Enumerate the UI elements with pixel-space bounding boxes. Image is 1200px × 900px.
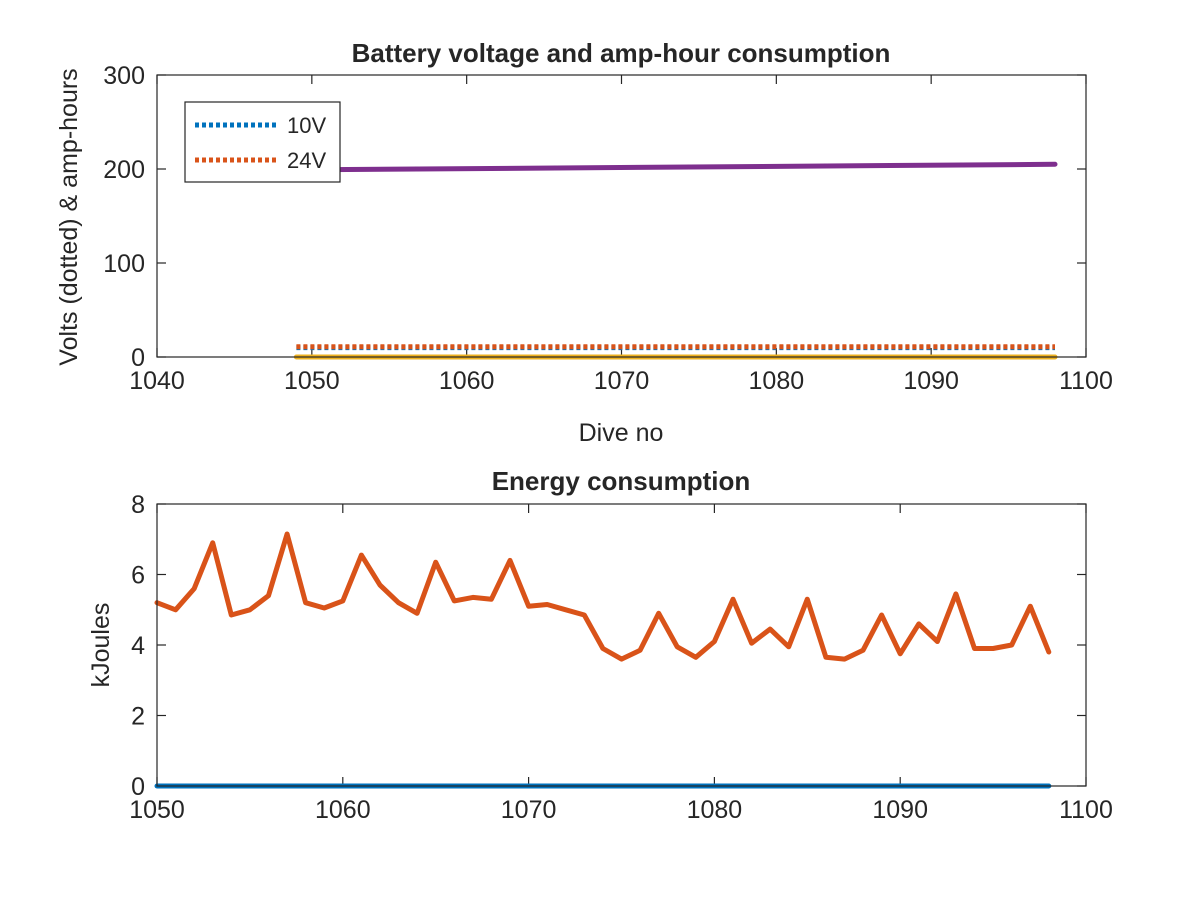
x-tick-label: 1060 xyxy=(439,367,495,395)
y-tick-label: 0 xyxy=(131,773,145,801)
x-tick-label: 1070 xyxy=(501,796,557,824)
x-tick-label: 1080 xyxy=(749,367,805,395)
series-line-3 xyxy=(293,161,1058,173)
y-tick-label: 300 xyxy=(103,62,145,90)
axis-ticks: 1040 1050 1060 1070 1080 1090 1100 0 100 200 300 xyxy=(103,62,1113,395)
x-tick-label: 1080 xyxy=(687,796,743,824)
x-tick-label: 1040 xyxy=(129,367,185,395)
y-axis-label: kJoules xyxy=(87,603,115,688)
chart-title: Energy consumption xyxy=(492,466,751,496)
x-tick-label: 1050 xyxy=(284,367,340,395)
chart-title: Battery voltage and amp-hour consumption xyxy=(352,38,891,68)
series-line-2 xyxy=(154,531,1052,662)
legend-box xyxy=(184,101,341,183)
axes-frame xyxy=(156,74,1087,358)
x-tick-label: 1100 xyxy=(1059,796,1113,824)
y-tick-label: 4 xyxy=(131,632,145,660)
chart-energy-consumption: Energy consumption kJoules 1050 1060 1070 1… xyxy=(87,466,1113,824)
x-tick-label: 1090 xyxy=(872,796,928,824)
axis-ticks: 1050 1060 1070 1080 1090 1100 0 2 4 6 8 xyxy=(129,491,1113,824)
y-tick-label: 0 xyxy=(131,344,145,372)
y-tick-label: 2 xyxy=(131,703,145,731)
axes-frame xyxy=(156,503,1087,787)
x-tick-label: 1070 xyxy=(594,367,650,395)
y-tick-label: 200 xyxy=(103,156,145,184)
chart-battery-voltage: Battery voltage and amp-hour consumption… xyxy=(55,38,1113,447)
x-axis-label: Dive no xyxy=(579,419,664,447)
x-tick-label: 1050 xyxy=(129,796,185,824)
x-tick-label: 1060 xyxy=(315,796,371,824)
y-tick-label: 8 xyxy=(131,491,145,519)
legend-label-10v: 10V xyxy=(287,113,326,138)
y-tick-label: 6 xyxy=(131,562,145,590)
x-tick-label: 1090 xyxy=(903,367,959,395)
legend-label-24v: 24V xyxy=(287,148,326,173)
legend: 10V 24V xyxy=(184,101,341,183)
y-tick-label: 100 xyxy=(103,250,145,278)
x-tick-label: 1100 xyxy=(1059,367,1113,395)
y-axis-label: Volts (dotted) & amp-hours xyxy=(55,68,83,365)
